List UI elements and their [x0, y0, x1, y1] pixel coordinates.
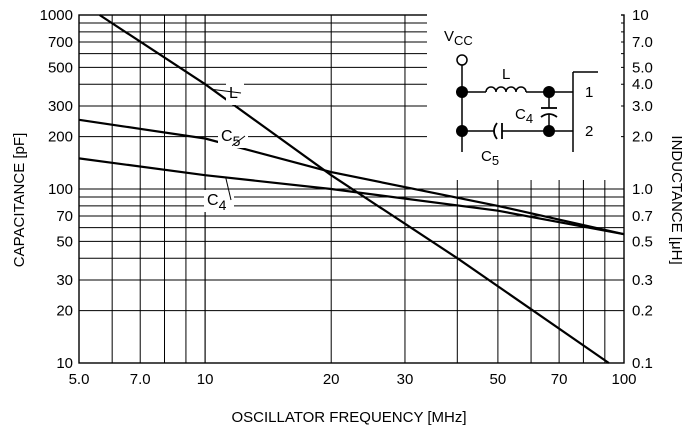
y2-tick-label: 3.0	[632, 98, 653, 115]
y-tick-label: 20	[56, 303, 73, 320]
y2-tick-label: 4.0	[632, 76, 653, 93]
y2-tick-label: 5.0	[632, 59, 653, 76]
c4-label: C4	[515, 106, 533, 126]
y-tick-label: 30	[56, 272, 73, 289]
c5-label: C5	[481, 148, 499, 168]
curve-label-background-c4	[204, 190, 234, 212]
circuit-diagram: VCC L C4 C5 1 2	[427, 10, 621, 180]
x-tick-label: 100	[611, 371, 636, 388]
y2-tick-labels: 10 7.0 5.04.0 3.0 2.0 1.0 0.7 0.5 0.3 0.2 0.1	[632, 7, 653, 372]
y2-tick-label: 0.1	[632, 355, 653, 372]
curve-c5	[78, 118, 625, 236]
vcc-label: VCC	[444, 28, 473, 48]
curve-label-text: C	[221, 128, 233, 145]
y2-axis-title: INDUCTANCE [μH]	[668, 135, 682, 264]
x-tick-label: 30	[397, 371, 414, 388]
y2-tick-label: 1.0	[632, 181, 653, 198]
x-tick-label: 50	[490, 371, 507, 388]
y-tick-label: 70	[56, 208, 73, 225]
pin-1-label: 1	[585, 84, 593, 101]
curve-l	[98, 14, 610, 364]
x-tick-label: 7.0	[130, 371, 151, 388]
x-tick-label: 70	[551, 371, 568, 388]
y-axis-title: CAPACITANCE [pF]	[11, 133, 28, 267]
y2-tick-label: 0.5	[632, 233, 653, 250]
curve-label-subscript: 5	[233, 133, 241, 149]
inductor-coil	[485, 86, 527, 93]
y-tick-label: 1000	[40, 7, 73, 24]
plot-frame	[78, 14, 625, 364]
y2-tick-label: 10	[632, 7, 649, 24]
y-tick-label: 500	[48, 59, 73, 76]
y2-tick-label: 0.7	[632, 208, 653, 225]
y-tick-label: 50	[56, 233, 73, 250]
y-tick-label: 300	[48, 98, 73, 115]
y-tick-label: 100	[48, 181, 73, 198]
x-tick-labels: 5.0 7.0 10 20 30 50 70 100	[69, 371, 637, 388]
y2-tick-label: 0.2	[632, 303, 653, 320]
y2-tick-label: 7.0	[632, 34, 653, 51]
curve-c4	[78, 157, 625, 236]
curve-label-background-l	[226, 83, 244, 105]
curve-label-leader-c4	[225, 177, 232, 201]
curve-label-leader-l	[212, 88, 242, 94]
y-tick-label: 10	[56, 355, 73, 372]
curve-label-text: L	[229, 85, 238, 102]
vcc-terminal	[456, 54, 468, 66]
y2-tick-label: 2.0	[632, 129, 653, 146]
curve-label-leader-c5	[231, 135, 246, 147]
y-tick-label: 700	[48, 34, 73, 51]
x-tick-label: 5.0	[69, 371, 90, 388]
curve-label-l: L	[229, 85, 238, 102]
y-tick-label: 200	[48, 129, 73, 146]
inductor-label: L	[502, 66, 510, 83]
x-tick-label: 10	[197, 371, 214, 388]
pin-2-label: 2	[585, 123, 593, 140]
x-axis-title: OSCILLATOR FREQUENCY [MHz]	[231, 409, 466, 426]
curve-label-c4: C4	[207, 192, 227, 213]
c5-plate-left	[493, 122, 498, 140]
curve-label-subscript: 4	[219, 197, 227, 213]
x-tick-label: 20	[323, 371, 340, 388]
curve-label-text: C	[207, 192, 219, 209]
curve-label-c5: C5	[221, 128, 241, 149]
y2-tick-label: 0.3	[632, 272, 653, 289]
curve-label-background-c5	[218, 126, 248, 148]
y-tick-labels: 1000 700 500 300 200 100 70 50 30 20 10	[40, 7, 73, 372]
